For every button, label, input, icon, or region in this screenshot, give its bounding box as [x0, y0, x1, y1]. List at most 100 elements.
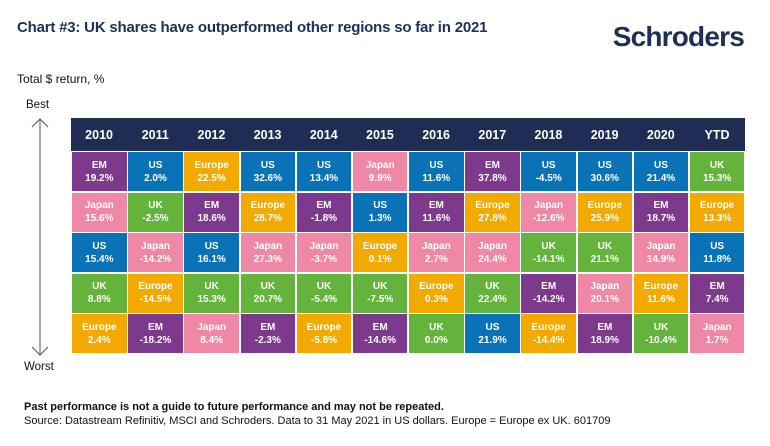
return-value: 11.6% [422, 172, 451, 184]
return-value: 27.8% [478, 213, 507, 225]
return-value: 2.0% [144, 172, 167, 184]
region-name: Europe [699, 200, 735, 212]
region-name: EM [260, 321, 276, 333]
return-value: 22.4% [478, 294, 507, 306]
region-name: Japan [478, 240, 507, 252]
region-name: US [204, 240, 219, 252]
region-cell: US 30.6% [576, 151, 634, 193]
region-cell: US -4.5% [520, 151, 577, 193]
year-header: 2010 [85, 127, 113, 142]
region-cell: Europe 25.9% [576, 191, 634, 233]
region-cell: UK -10.4% [632, 313, 690, 355]
region-name: Japan [702, 321, 732, 333]
region-name: UK [372, 281, 388, 293]
return-value: 9.9% [368, 172, 392, 184]
region-name: UK [709, 159, 725, 171]
return-value: 18.7% [646, 213, 676, 225]
region-name: Europe [250, 200, 286, 212]
year-header: 2011 [141, 127, 169, 142]
return-value: -18.2% [139, 334, 172, 346]
region-name: EM [484, 159, 500, 171]
return-value: 2.7% [424, 253, 448, 265]
region-cell: US 21.4% [632, 151, 690, 193]
region-name: Japan [646, 240, 676, 252]
region-name: Japan [309, 240, 339, 252]
region-name: Japan [197, 321, 227, 333]
return-value: 19.2% [85, 172, 114, 184]
region-name: EM [653, 200, 669, 212]
return-value: -14.1% [532, 253, 565, 265]
region-cell: Europe -5.8% [295, 313, 353, 355]
region-cell: Japan 14.9% [632, 232, 690, 274]
year-header: 2014 [309, 127, 338, 142]
region-name: US [260, 159, 275, 171]
year-header: 2017 [478, 127, 507, 142]
region-cell: US 11.8% [688, 232, 746, 274]
region-cell: Europe 27.8% [464, 191, 521, 233]
return-value: 15.4% [85, 253, 114, 265]
region-name: US [148, 159, 163, 171]
region-name: US [317, 159, 331, 171]
region-name: Europe [138, 281, 173, 293]
return-value: 0.3% [424, 294, 448, 306]
year-header: 2013 [253, 127, 282, 142]
return-value: 8.4% [200, 334, 224, 346]
region-cell: Japan 1.7% [688, 313, 746, 355]
region-cell: Japan -14.2% [127, 232, 184, 274]
region-name: EM [709, 281, 725, 293]
return-value: 25.9% [590, 213, 619, 225]
region-name: UK [597, 240, 613, 252]
return-value: 20.1% [590, 294, 619, 306]
year-header: 2019 [590, 127, 619, 142]
return-value: -5.8% [310, 334, 338, 346]
region-name: US [373, 200, 388, 212]
region-cell: EM 37.8% [464, 151, 521, 193]
return-value: 24.4% [478, 253, 507, 265]
return-value: 1.3% [368, 213, 392, 225]
region-cell: Japan 15.6% [71, 191, 128, 233]
region-cell: UK 15.3% [688, 151, 746, 193]
region-cell: EM 18.6% [183, 191, 240, 233]
return-value: 2.4% [87, 334, 111, 346]
return-value: 21.1% [590, 253, 619, 265]
region-name: UK [316, 281, 332, 293]
region-cell: Europe 0.3% [408, 272, 465, 314]
region-cell: EM -18.2% [127, 313, 184, 355]
region-name: EM [597, 321, 613, 333]
region-name: US [654, 159, 668, 171]
region-name: US [485, 321, 500, 333]
region-cell: UK 21.1% [576, 232, 634, 274]
return-value: 11.6% [647, 294, 675, 306]
region-cell: US 1.3% [351, 191, 409, 233]
region-cell: US 15.4% [71, 232, 128, 274]
return-value: 16.1% [197, 253, 226, 265]
arrow-down-icon [31, 346, 49, 356]
return-value: -14.5% [139, 294, 172, 306]
region-name: Japan [365, 159, 395, 171]
return-value: 15.6% [85, 213, 114, 225]
region-cell: US 16.1% [183, 232, 240, 274]
region-name: UK [429, 321, 444, 333]
region-cell: Japan 8.4% [183, 313, 240, 355]
year-header: 2018 [534, 127, 563, 142]
region-cell: Europe 2.4% [71, 313, 128, 355]
return-value: 20.7% [253, 294, 282, 306]
region-cell: UK -14.1% [520, 232, 577, 274]
return-value: 13.4% [309, 172, 339, 184]
year-header: YTD [704, 127, 730, 142]
return-value: 15.3% [702, 172, 732, 184]
region-cell: Europe 0.1% [351, 232, 409, 274]
y-axis-label: Total $ return, % [17, 72, 105, 86]
region-cell: UK 0.0% [408, 313, 465, 355]
year-header: 2016 [422, 127, 451, 142]
return-value: -10.4% [645, 334, 677, 346]
year-header: 2020 [646, 127, 675, 142]
schroders-logo: Schroders [612, 21, 745, 52]
region-name: Japan [253, 240, 283, 252]
region-cell: Japan 9.9% [351, 151, 409, 193]
region-cell: US 2.0% [127, 151, 184, 193]
return-value: -14.4% [532, 334, 565, 346]
region-name: EM [147, 321, 163, 333]
region-name: US [429, 159, 444, 171]
region-cell: UK -7.5% [351, 272, 409, 314]
